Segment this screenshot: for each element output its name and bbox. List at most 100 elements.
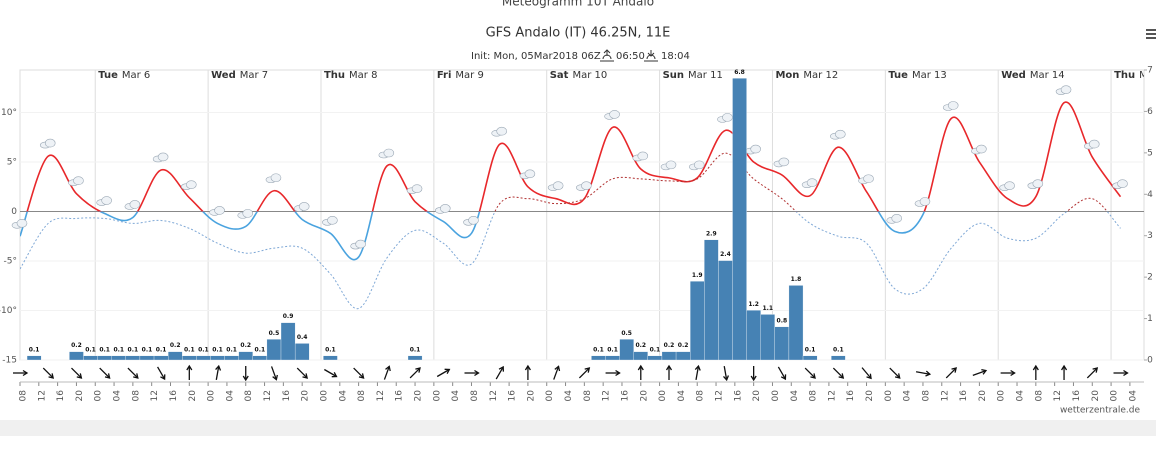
wind-head <box>1092 367 1099 373</box>
wind-arrow <box>750 366 757 382</box>
x-tick-label: 00 <box>432 390 442 402</box>
wind-head <box>76 373 83 379</box>
cloud-part <box>947 101 959 110</box>
wind-head <box>780 374 787 381</box>
precip-label: 0.1 <box>212 346 223 353</box>
precip-label: 0.1 <box>128 346 139 353</box>
sunset-time: 18:04 <box>661 51 690 62</box>
day-name: Thu <box>324 70 345 81</box>
weather-icon <box>181 180 197 190</box>
wind-head <box>160 374 166 381</box>
precip-label: 6.8 <box>734 69 745 76</box>
wind-arrow <box>694 364 701 381</box>
wind-arrow <box>242 366 249 382</box>
cloud-part <box>411 184 423 193</box>
precip-label: 0.1 <box>156 346 167 353</box>
wind-head <box>981 368 988 375</box>
wind-head <box>723 375 730 382</box>
precip-label: 2.9 <box>706 230 717 237</box>
wind-arrow <box>127 367 139 379</box>
cloud-part <box>468 216 479 225</box>
wind-shaft <box>804 367 816 379</box>
wind-arrow <box>1113 369 1129 377</box>
day-label: Thu Mar 8 <box>324 70 377 81</box>
wind-head <box>415 367 421 373</box>
x-tick-label: 20 <box>978 390 988 402</box>
x-tick-label: 00 <box>207 390 217 402</box>
precip-bar <box>788 285 804 361</box>
precip-label: 0.1 <box>833 346 844 353</box>
x-tick-label: 04 <box>338 390 348 402</box>
wind-head <box>358 373 365 379</box>
day-label: Wed Mar 7 <box>211 70 268 81</box>
precip-label: 0.1 <box>593 346 604 353</box>
precip-bar <box>280 322 296 361</box>
weather-icon <box>660 160 677 171</box>
day-label: Wed Mar 14 <box>1001 70 1064 81</box>
precip-bar <box>83 355 98 361</box>
precip-bar <box>746 310 761 361</box>
wind-head <box>1060 364 1068 371</box>
wind-head <box>22 369 29 377</box>
wind-arrow <box>436 368 451 378</box>
precip-label: 0.2 <box>71 342 82 349</box>
weather-icon <box>576 181 592 191</box>
wind-head <box>474 369 480 377</box>
precip-bar <box>605 355 620 361</box>
cloud-part <box>665 160 677 170</box>
precip-bar <box>182 355 197 361</box>
wind-shaft <box>157 366 166 380</box>
wind-shaft <box>1086 367 1098 379</box>
x-tick-label: 20 <box>1091 390 1101 402</box>
weather-icon <box>434 204 451 214</box>
day-date: Mar 14 <box>1030 70 1065 81</box>
weather-icon <box>322 216 338 226</box>
weather-icon <box>942 101 959 111</box>
hamburger-menu[interactable] <box>1146 29 1156 39</box>
precip-bar <box>675 351 691 361</box>
wind-head <box>925 370 932 377</box>
x-tick-label: 04 <box>113 390 123 402</box>
day-date: Mar 13 <box>912 70 947 81</box>
precip-bar <box>633 351 648 361</box>
precip-label: 0.9 <box>283 313 294 320</box>
x-tick-label: 08 <box>696 390 706 402</box>
wind-arrow <box>13 369 29 377</box>
wind-arrow <box>1000 369 1016 377</box>
wind-arrow <box>972 368 988 377</box>
cloud-part <box>439 204 451 213</box>
precip-label: 1.2 <box>748 301 759 308</box>
cloud-part <box>242 209 254 218</box>
cloud-part <box>270 173 282 183</box>
x-tick-label: 04 <box>1128 390 1138 402</box>
wind-arrow <box>409 367 421 379</box>
day-name: Tue <box>888 70 908 81</box>
x-tick-label: 00 <box>658 390 668 402</box>
x-tick-label: 16 <box>508 390 518 402</box>
cloud-part <box>750 144 761 154</box>
wind-head <box>665 364 673 371</box>
precip-bar <box>266 339 282 361</box>
wind-shaft <box>127 367 139 379</box>
wind-arrow <box>71 367 83 379</box>
wind-arrow <box>605 369 621 377</box>
wind-arrow <box>383 365 391 380</box>
precip-bar <box>732 78 747 361</box>
precip-bar <box>210 355 225 361</box>
x-tick-label: 00 <box>997 390 1007 402</box>
wind-shaft <box>889 367 901 379</box>
wind-arrow <box>777 366 787 381</box>
credit: wetterzentrale.de <box>1060 406 1141 416</box>
cloud-part <box>806 178 818 187</box>
wind-shaft <box>972 369 987 377</box>
precip-label: 0.2 <box>240 342 251 349</box>
sunset-icon <box>644 50 658 62</box>
x-tick-label: 12 <box>602 390 612 401</box>
cloud-part <box>1032 179 1044 188</box>
x-tick-label: 16 <box>395 390 405 402</box>
day-name: Fri <box>437 70 452 81</box>
precip-bar <box>661 351 677 361</box>
wind-shaft <box>832 367 844 379</box>
wind-head <box>951 367 957 373</box>
cloud-part <box>157 152 169 162</box>
